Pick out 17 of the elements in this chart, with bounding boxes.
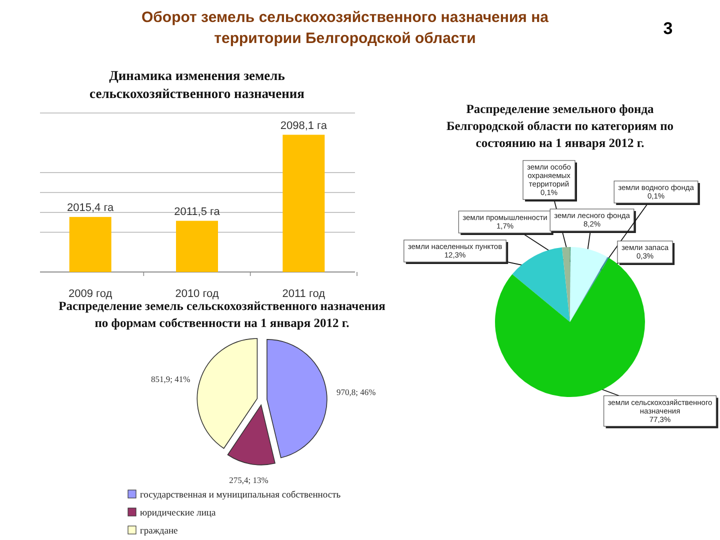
data-label: 275,4; 13% [229, 474, 268, 485]
text: 3 [663, 19, 673, 38]
legend-label: граждане [140, 526, 178, 536]
data-label: 2011,5 га [174, 206, 221, 218]
legend-label: государственная и муниципальная собственность [140, 490, 342, 500]
data-label: 2015,4 га [67, 202, 115, 214]
chart-title: Распределение земельного фонда Белгородской области по категориям по состоянию на 1 января 2012 г. [446, 102, 674, 150]
x-tick-label: 2010 год [175, 288, 220, 300]
x-tick-label: 2009 год [68, 288, 113, 300]
data-label: 970,8; 46% [336, 387, 376, 398]
chart-title: Динамика изменения земель сельскохозяйственного назначения [90, 68, 304, 102]
data-label: 2098,1 га [280, 120, 328, 132]
data-label: 851,9; 41% [151, 374, 190, 384]
text: Оборот земель сельскохозяйственного назначения на территории Белгородской области [142, 9, 550, 47]
chart-title: Распределение земель сельскохозяйственного назначения по формам собственности на 1 января 2012 г. [58, 299, 386, 330]
legend-label: юридические лица [140, 508, 216, 518]
x-tick-label: 2011 год [282, 288, 326, 300]
